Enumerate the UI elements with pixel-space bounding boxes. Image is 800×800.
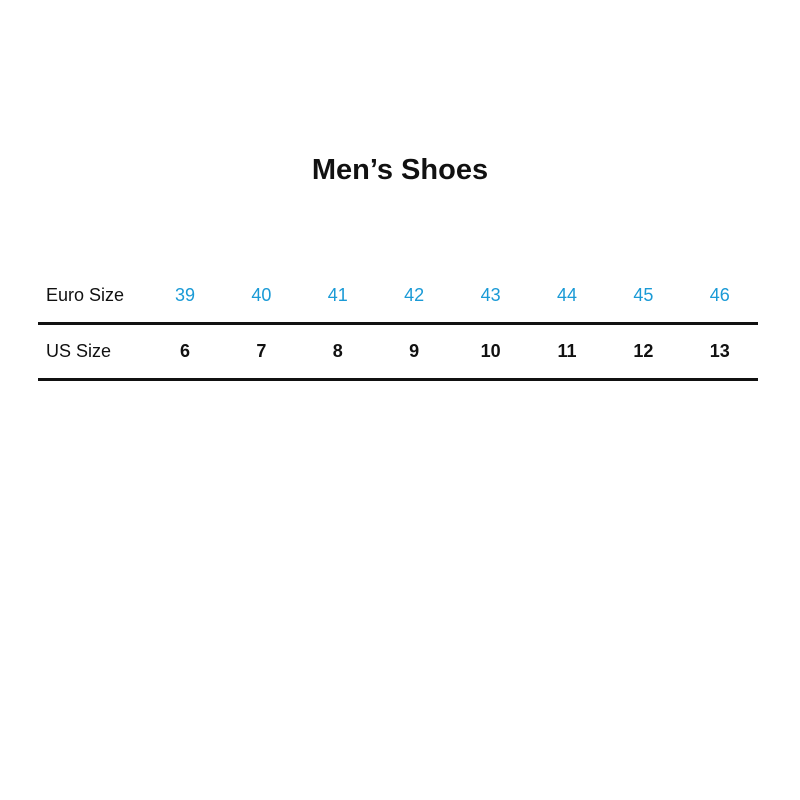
euro-size-cell: 41 xyxy=(327,285,348,305)
us-size-cell: 13 xyxy=(709,341,730,361)
euro-size-cell: 40 xyxy=(251,285,272,305)
euro-size-cell: 45 xyxy=(633,285,654,305)
us-size-cell: 6 xyxy=(179,341,190,361)
us-size-label: US Size xyxy=(46,341,112,361)
euro-size-cell: 44 xyxy=(556,285,578,305)
us-size-cell: 9 xyxy=(409,341,420,361)
euro-size-cell: 39 xyxy=(174,285,196,305)
page-title: Men’s Shoes xyxy=(311,154,489,186)
euro-size-cell: 42 xyxy=(404,285,425,305)
divider xyxy=(38,378,758,381)
us-size-cell: 12 xyxy=(633,341,654,361)
euro-size-cell: 43 xyxy=(480,285,501,305)
us-size-cell: 11 xyxy=(557,341,577,361)
euro-size-cell: 46 xyxy=(709,285,730,305)
euro-size-label: Euro Size xyxy=(46,285,125,305)
us-size-cell: 8 xyxy=(332,341,343,361)
divider xyxy=(38,322,758,325)
us-size-cell: 7 xyxy=(256,341,267,361)
us-size-cell: 10 xyxy=(480,341,501,361)
